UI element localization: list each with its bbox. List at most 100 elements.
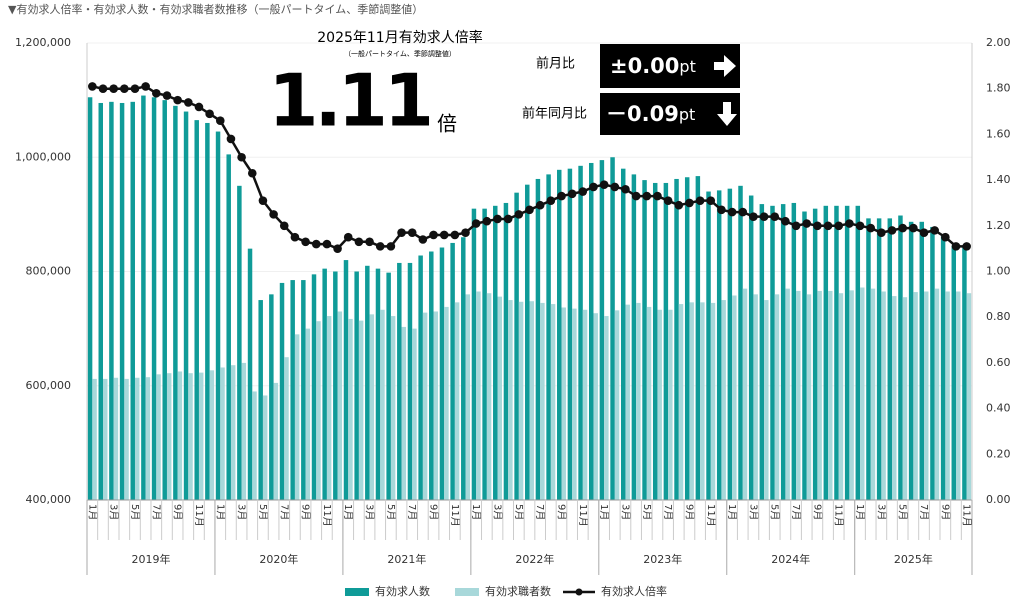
bar xyxy=(294,334,300,500)
x-tick-label: 3月 xyxy=(492,504,504,520)
y2-tick-label: 1.40 xyxy=(986,173,1011,186)
mom-label: 前月比 xyxy=(536,56,575,72)
bar xyxy=(454,302,460,500)
x-tick-label: 7月 xyxy=(534,504,546,520)
bar xyxy=(326,316,332,500)
line-marker xyxy=(621,184,630,194)
bar xyxy=(348,318,353,500)
bar xyxy=(700,302,705,500)
bar xyxy=(518,301,524,500)
bar xyxy=(876,218,882,500)
bar xyxy=(919,221,925,500)
line-marker xyxy=(535,200,545,210)
bar xyxy=(646,306,652,500)
bar xyxy=(247,248,253,500)
bar xyxy=(817,290,822,500)
bar xyxy=(855,205,861,500)
bar xyxy=(567,168,573,501)
bar xyxy=(162,100,167,500)
bar xyxy=(546,174,551,500)
bar xyxy=(674,178,679,500)
line-marker xyxy=(237,152,246,162)
bar xyxy=(508,300,513,500)
bar xyxy=(412,328,417,500)
yoy-label: 前年同月比 xyxy=(522,106,587,122)
bar xyxy=(493,205,498,500)
line-marker xyxy=(759,212,769,221)
line-marker xyxy=(962,242,971,251)
bar xyxy=(124,378,129,500)
bar xyxy=(418,255,423,500)
x-tick-label: 5月 xyxy=(641,504,653,520)
y-tick-label: 1,200,000 xyxy=(15,36,71,49)
bar xyxy=(828,290,833,500)
bar xyxy=(614,310,620,500)
line-marker xyxy=(98,84,108,93)
line-marker xyxy=(610,182,620,192)
line-marker xyxy=(674,200,684,210)
legend-label: 有効求人倍率 xyxy=(601,584,667,598)
x-tick-label: 7月 xyxy=(918,504,930,520)
bar xyxy=(497,296,502,500)
bar xyxy=(540,302,545,500)
bar xyxy=(706,191,711,500)
line-marker xyxy=(727,207,737,217)
line-marker xyxy=(418,235,428,244)
bar xyxy=(572,308,577,500)
bar xyxy=(514,192,519,501)
bar xyxy=(593,313,598,500)
yoy-value: －0.09pt xyxy=(606,102,695,126)
bar xyxy=(668,309,673,500)
line-marker xyxy=(685,198,694,208)
bar xyxy=(721,300,726,500)
y2-tick-label: 2.00 xyxy=(986,36,1011,49)
line-marker xyxy=(866,223,876,233)
y2-tick-label: 0.80 xyxy=(986,310,1011,323)
bar xyxy=(119,102,125,500)
bar xyxy=(620,168,626,501)
x-tick-label: 11月 xyxy=(705,504,717,527)
bar xyxy=(102,378,108,500)
line-marker xyxy=(205,109,214,119)
bar xyxy=(177,371,183,500)
bar xyxy=(444,306,449,500)
line-marker xyxy=(247,168,257,178)
mom-value: ±0.00pt xyxy=(610,54,696,78)
line-marker xyxy=(407,228,417,237)
bar xyxy=(578,165,583,500)
bar xyxy=(198,372,204,500)
line-marker xyxy=(503,214,513,224)
bar xyxy=(422,312,428,500)
bar xyxy=(433,311,439,500)
bar xyxy=(273,382,279,500)
bar xyxy=(237,185,242,500)
bar xyxy=(684,177,690,500)
bar xyxy=(796,290,801,500)
line-marker xyxy=(919,228,929,237)
bar xyxy=(354,271,359,500)
line-marker xyxy=(365,237,374,247)
bar xyxy=(301,280,306,500)
bar xyxy=(98,102,103,500)
line-marker xyxy=(109,84,118,93)
bar xyxy=(962,246,967,500)
line-marker xyxy=(354,237,364,247)
line-marker xyxy=(525,205,534,215)
line-marker xyxy=(909,223,918,233)
bar xyxy=(471,208,477,500)
bar xyxy=(823,205,829,500)
x-tick-label: 3月 xyxy=(364,504,376,520)
bar xyxy=(625,304,630,500)
bar xyxy=(604,316,609,500)
x-tick-label: 11月 xyxy=(577,504,589,527)
year-label: 2025年 xyxy=(894,552,933,566)
bar xyxy=(802,211,807,501)
x-tick-label: 3月 xyxy=(108,504,120,520)
bar xyxy=(742,288,748,500)
bar xyxy=(205,122,210,500)
bar xyxy=(166,373,172,500)
line-marker xyxy=(557,191,566,201)
line-marker xyxy=(450,230,460,240)
x-tick-label: 9月 xyxy=(172,504,184,520)
line-marker xyxy=(717,205,726,215)
